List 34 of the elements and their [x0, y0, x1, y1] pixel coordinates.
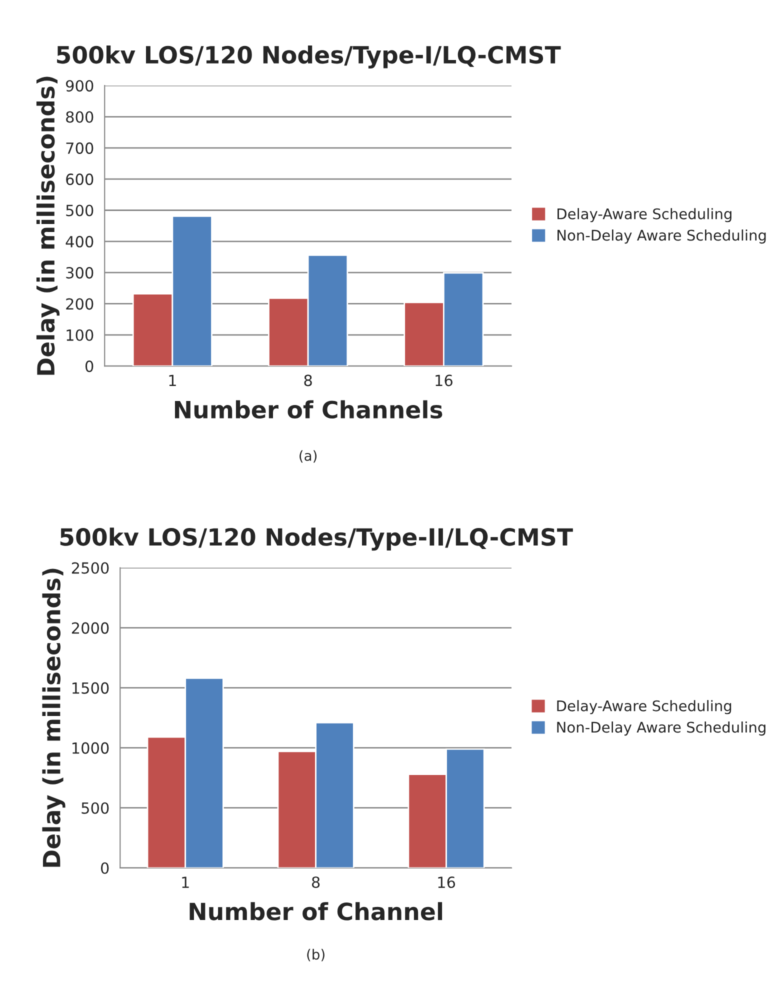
- x-tick-label: 16: [436, 374, 452, 386]
- y-tick-label: 700: [66, 142, 94, 154]
- legend-label: Non-Delay Aware Scheduling: [557, 721, 766, 736]
- y-tick-label: 0: [100, 862, 109, 874]
- chart-title: 500kv LOS/120 Nodes/Type-II/LQ-CMST: [60, 528, 573, 551]
- y-tick-label: 1500: [72, 682, 109, 694]
- x-tick-label: 16: [438, 876, 456, 888]
- x-tick-label: 1: [182, 876, 189, 888]
- y-tick-label: 500: [82, 802, 109, 814]
- y-tick-label: 2000: [72, 622, 109, 634]
- text: (b): [307, 948, 324, 962]
- y-tick-label: 900: [66, 80, 94, 92]
- y-tick-label: 500: [66, 204, 94, 216]
- x-tick-label: 8: [312, 876, 320, 888]
- y-axis-title: Delay (in milliseconds): [42, 568, 66, 867]
- y-axis-title: Delay (in milliseconds): [36, 76, 60, 375]
- x-axis-title: Number of Channels: [174, 400, 442, 419]
- y-tick-label: 600: [66, 174, 94, 186]
- legend-label: Delay-Aware Scheduling: [557, 700, 732, 714]
- y-tick-label: 400: [66, 236, 94, 248]
- x-tick-label: 1: [169, 374, 176, 386]
- x-tick-label: 8: [304, 374, 312, 386]
- y-tick-label: 100: [66, 329, 94, 341]
- y-tick-label: 300: [66, 267, 94, 279]
- chart-title: 500kv LOS/120 Nodes/Type-I/LQ-CMST: [57, 45, 561, 68]
- y-tick-label: 2500: [72, 562, 109, 574]
- y-tick-label: 0: [85, 360, 94, 372]
- x-axis-title: Number of Channel: [190, 902, 442, 920]
- y-tick-label: 800: [66, 111, 94, 123]
- legend-label: Non-Delay Aware Scheduling: [558, 229, 766, 244]
- y-tick-label: 200: [66, 298, 94, 310]
- text: (a): [300, 450, 317, 463]
- legend-label: Delay-Aware Scheduling: [558, 208, 732, 222]
- y-tick-label: 1000: [72, 742, 109, 754]
